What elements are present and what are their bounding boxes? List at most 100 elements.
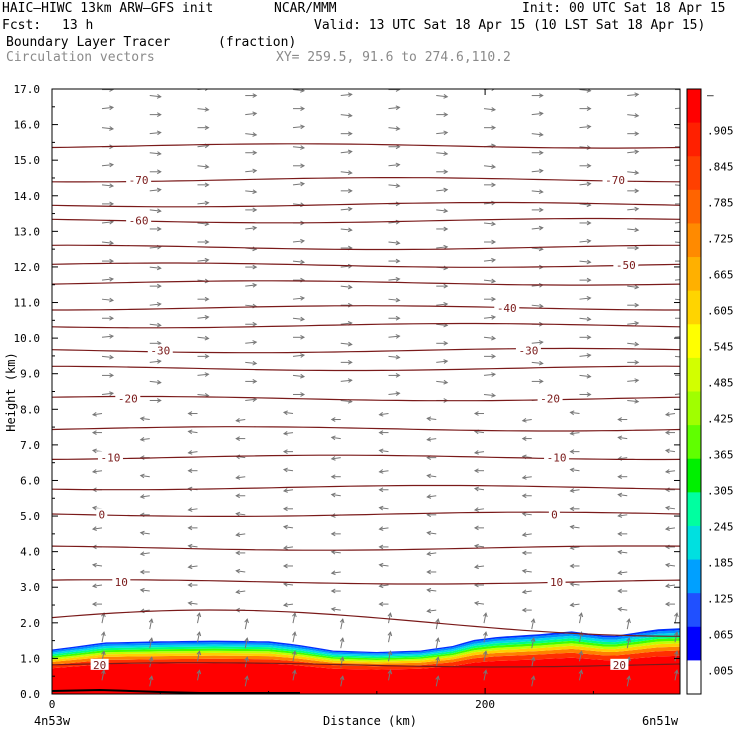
contour-label: 0 — [551, 508, 558, 521]
vector-arrow — [340, 359, 353, 365]
vector-arrow — [282, 524, 294, 530]
vector-arrow — [340, 170, 353, 175]
xy-coordinates: XY= 259.5, 91.6 to 274.6,110.2 — [276, 50, 511, 65]
vector-head — [586, 392, 592, 397]
vector-head — [395, 183, 401, 189]
fcst-value: 13 h — [62, 18, 94, 33]
vector-arrow — [388, 315, 401, 321]
contour-label: -20 — [118, 393, 138, 406]
vector-shaft — [388, 278, 400, 281]
vector-head — [235, 532, 241, 537]
vector-head — [156, 398, 162, 403]
x-tick-label: 0 — [49, 698, 56, 711]
vector-arrow — [245, 150, 258, 156]
vector-shaft — [197, 373, 209, 376]
vector-shaft — [340, 228, 352, 231]
vector-arrow — [426, 587, 437, 593]
vector-arrow — [292, 259, 306, 265]
vector-head — [187, 507, 193, 512]
vector-head — [204, 335, 210, 341]
vector-arrow — [197, 200, 210, 206]
x-tick-label: 200 — [475, 698, 495, 711]
vector-shaft — [92, 564, 103, 567]
vector-head — [634, 321, 640, 326]
vector-arrow — [579, 353, 592, 358]
vector-head — [426, 473, 432, 479]
contour-label: -60 — [129, 215, 149, 228]
vector-shaft — [627, 342, 639, 345]
vector-head — [538, 225, 544, 231]
vector-shaft — [388, 651, 391, 662]
vector-shaft — [388, 127, 400, 130]
vector-shaft — [340, 151, 352, 154]
colorbar-swatch — [687, 357, 701, 392]
vector-shaft — [149, 676, 153, 687]
vector-shaft — [531, 657, 535, 668]
vector-arrow — [293, 392, 306, 397]
vector-shaft — [292, 632, 296, 643]
vector-arrow — [388, 240, 401, 246]
vector-head — [252, 264, 258, 270]
vector-arrow — [340, 302, 353, 308]
vector-head — [569, 449, 575, 454]
vector-head — [139, 551, 145, 557]
vector-shaft — [618, 457, 628, 460]
vector-shaft — [188, 602, 198, 605]
vector-head — [282, 431, 288, 436]
vector-arrow — [473, 411, 484, 416]
contour-label-bg — [494, 301, 520, 313]
vector-shaft — [570, 546, 580, 549]
vector-head — [378, 562, 384, 568]
vector-head — [682, 202, 686, 206]
vector-shaft — [236, 590, 246, 593]
vector-head — [109, 240, 115, 246]
vector-shaft — [149, 360, 161, 363]
colorbar-swatch — [687, 290, 701, 325]
vector-shaft — [245, 112, 257, 116]
vector-arrow — [674, 298, 680, 301]
vector-shaft — [197, 613, 200, 624]
vector-arrow — [245, 111, 258, 117]
vector-head — [435, 656, 440, 662]
vector-head — [395, 276, 401, 282]
vector-arrow — [149, 359, 162, 364]
vector-arrow — [91, 411, 103, 417]
vector-shaft — [626, 619, 630, 630]
vector-shaft — [674, 164, 680, 167]
vector-arrow — [436, 187, 449, 193]
vector-arrow — [91, 562, 103, 568]
vector-head — [664, 411, 670, 417]
colorbar-swatch — [687, 559, 701, 594]
vector-head — [491, 372, 497, 377]
vector-head — [187, 543, 193, 549]
vector-shaft — [379, 564, 389, 567]
vector-arrow — [245, 189, 258, 195]
vector-shaft — [436, 131, 448, 135]
contour-label: -40 — [497, 302, 517, 315]
vector-head — [252, 150, 258, 156]
contour-label: -30 — [518, 345, 538, 358]
vector-head — [378, 487, 384, 493]
vector-head — [109, 126, 115, 131]
vector-head — [617, 417, 623, 422]
vector-shaft — [245, 227, 257, 230]
vector-head — [538, 303, 544, 309]
vector-head — [235, 417, 241, 423]
y-tick-label: 13.0 — [14, 225, 41, 238]
vector-arrow — [617, 570, 628, 576]
vector-arrow — [436, 301, 449, 307]
vector-head — [156, 283, 162, 289]
vector-arrow — [484, 296, 497, 302]
vector-head — [252, 168, 258, 174]
vector-arrow — [531, 225, 544, 231]
vector-arrow — [196, 650, 202, 662]
vector-arrow — [187, 564, 198, 570]
vector-arrow — [292, 612, 297, 624]
vector-shaft — [101, 298, 114, 301]
colorbar-label: .605 — [707, 304, 734, 317]
vector-head — [204, 315, 210, 320]
valid-time: Valid: 13 UTC Sat 18 Apr 15 (10 LST Sat … — [314, 18, 706, 33]
colorbar-label: .845 — [707, 160, 734, 173]
vector-head — [538, 111, 544, 117]
vector-shaft — [474, 602, 485, 605]
